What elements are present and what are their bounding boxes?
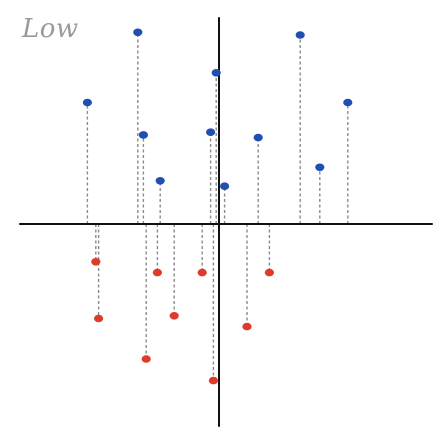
positive-point-2 (138, 131, 148, 139)
negative-point-0 (91, 258, 101, 266)
positive-point-9 (315, 163, 325, 172)
chart-title: Low (22, 14, 79, 44)
negative-point-4 (169, 312, 179, 320)
positive-point-1 (133, 28, 143, 37)
positive-point-8 (295, 31, 305, 39)
negative-point-7 (242, 322, 252, 331)
positive-point-4 (206, 128, 216, 136)
negative-point-2 (141, 355, 151, 363)
positive-point-7 (253, 133, 263, 142)
stem-lines-group (86, 32, 349, 381)
negative-point-3 (152, 268, 162, 277)
positive-point-0 (82, 98, 92, 107)
positive-point-6 (220, 182, 230, 190)
positive-point-5 (211, 69, 221, 77)
negative-point-6 (208, 376, 218, 385)
points-group (82, 28, 353, 385)
positive-point-3 (155, 177, 165, 185)
positive-point-10 (343, 98, 353, 107)
negative-point-8 (264, 268, 274, 277)
negative-point-1 (94, 314, 104, 323)
negative-point-5 (197, 268, 207, 277)
